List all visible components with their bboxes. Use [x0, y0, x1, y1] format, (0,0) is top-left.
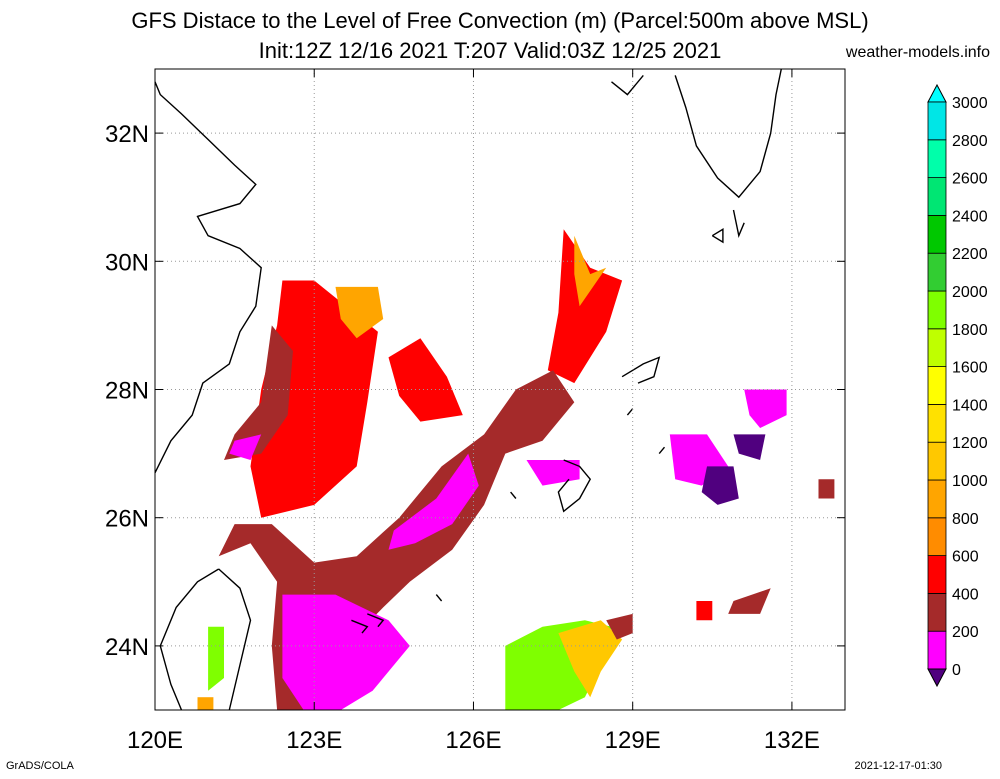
colorbar-label: 2400 [952, 208, 988, 225]
coastline-5 [711, 228, 724, 244]
colorbar-box [927, 101, 947, 141]
field-patch-20 [197, 697, 214, 710]
latitude-ticks: 24N 26N 28N 30N 32N [105, 121, 845, 661]
coastline-10 [351, 619, 369, 634]
colorbar-label: 1600 [952, 360, 988, 377]
colorbar-box [927, 593, 947, 632]
field-patch-15 [728, 588, 771, 614]
y-tick-label: 32N [105, 121, 149, 148]
colorbar-box [927, 139, 947, 179]
x-tick-label: 132E [764, 727, 820, 754]
footer-right: 2021-12-17-01:30 [854, 760, 942, 772]
colorbar-box [927, 252, 947, 292]
colorbar-box [927, 366, 947, 405]
field-patch-4 [388, 338, 463, 422]
field-patch-21 [818, 479, 835, 499]
coastline-9 [367, 613, 385, 628]
coastline-0 [154, 81, 262, 474]
colorbar-box [927, 328, 947, 367]
colorbar-box [927, 630, 947, 670]
colorbar-label: 1200 [952, 435, 988, 452]
field-patch-1 [224, 325, 293, 460]
colorbar-box [927, 479, 947, 519]
y-tick-label: 28N [105, 378, 149, 405]
coastline-11 [435, 594, 443, 602]
coastline-8 [557, 459, 592, 513]
field-patch-18 [606, 613, 633, 640]
colorbar-box [927, 441, 947, 481]
colorbar-label: 600 [952, 549, 979, 566]
colorbar-box [927, 177, 947, 216]
colorbar-label: 2000 [952, 284, 988, 301]
y-tick-label: 30N [105, 249, 149, 276]
coastline-6 [732, 209, 745, 239]
coastline-7 [621, 356, 661, 384]
field-patch-17 [558, 620, 623, 698]
map-title-line1: GFS Distace to the Level of Free Convect… [131, 8, 869, 33]
footer-left: GrADS/COLA [6, 760, 74, 772]
colorbar-box [927, 403, 947, 443]
colorbar-label: 2600 [952, 171, 988, 188]
colorbar-box [927, 290, 947, 330]
field-patch-5 [547, 229, 623, 384]
colorbar-label: 800 [952, 511, 979, 528]
coastline-4 [611, 74, 644, 96]
x-tick-label: 120E [127, 727, 183, 754]
coastline-2 [159, 568, 220, 711]
coastlines [154, 68, 782, 711]
colorbar-label: 1000 [952, 473, 988, 490]
y-tick-label: 26N [105, 506, 149, 533]
colorbar-label: 1400 [952, 397, 988, 414]
colorbar: 0 200 400 600 800 1000 1200 1400 1600 1800 2000 220… [927, 83, 988, 688]
coastline-13 [626, 408, 634, 416]
field-patch-19 [208, 626, 224, 691]
colorbar-label: 1800 [952, 322, 988, 339]
colorbar-box [927, 517, 947, 556]
colorbar-label: 400 [952, 586, 979, 603]
y-tick-label: 24N [105, 634, 149, 661]
colorbar-arrow-bottom [927, 668, 947, 688]
map-title-line2: Init:12Z 12/16 2021 T:207 Valid:03Z 12/2… [258, 38, 722, 63]
field-patch-3 [229, 434, 262, 460]
coastline-3 [674, 68, 782, 199]
field-patch-22 [696, 601, 713, 621]
colorbar-label: 200 [952, 624, 979, 641]
x-tick-label: 126E [445, 727, 501, 754]
coastline-14 [658, 446, 666, 455]
field-patch-9 [388, 453, 479, 550]
colorbar-label: 2800 [952, 133, 988, 150]
field-patch-2 [335, 286, 384, 339]
colorbar-label: 0 [952, 662, 961, 679]
convection-fields [197, 229, 835, 710]
coastline-1 [218, 568, 252, 711]
field-patch-8 [282, 594, 410, 710]
field-patch-10 [526, 460, 580, 486]
colorbar-label: 3000 [952, 95, 988, 112]
coastline-12 [510, 491, 517, 499]
colorbar-box [927, 214, 947, 254]
colorbar-arrow-top [927, 83, 947, 103]
colorbar-box [927, 555, 947, 594]
field-patch-12 [701, 466, 739, 505]
source-credit: weather-models.info [845, 44, 990, 61]
x-tick-label: 129E [605, 727, 661, 754]
colorbar-label: 2200 [952, 246, 988, 263]
field-patch-6 [574, 235, 607, 307]
x-tick-label: 123E [286, 727, 342, 754]
field-patch-13 [744, 389, 787, 428]
longitude-ticks: 120E 123E 126E 129E 132E [127, 69, 820, 754]
field-patch-14 [733, 434, 766, 460]
